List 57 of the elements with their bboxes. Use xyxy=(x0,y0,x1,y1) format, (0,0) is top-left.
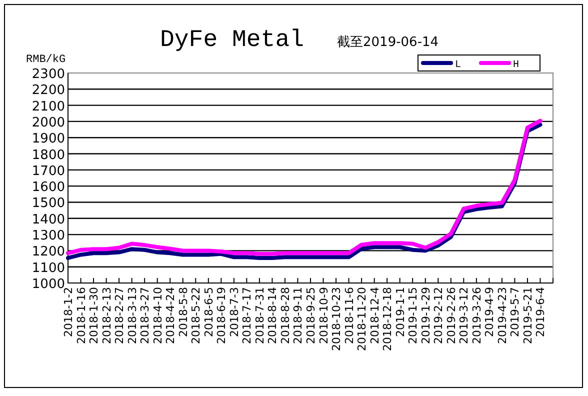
y-tick-label: 2200 xyxy=(32,83,65,98)
x-tick-label: 2018-1-30 xyxy=(88,287,101,344)
x-tick-label: 2018-3-27 xyxy=(138,287,152,344)
x-tick-label: 2018-3-13 xyxy=(126,287,139,344)
x-tick-label: 2018-2-27 xyxy=(113,287,126,344)
x-tick-label: 2019-4-9 xyxy=(483,287,496,337)
x-tick-label: 2019-1-15 xyxy=(406,287,420,344)
y-axis-title: RMB/kG xyxy=(26,54,66,66)
y-tick-label: 2100 xyxy=(32,99,65,114)
x-tick-label: 2018-4-24 xyxy=(164,287,178,344)
x-tick-label: 2018-1-2 xyxy=(62,287,75,337)
y-tick-label: 1500 xyxy=(32,196,65,212)
x-tick-label: 2018-12-4 xyxy=(368,287,382,344)
y-tick-label: 1700 xyxy=(32,164,65,179)
x-tick-label: 2019-1-1 xyxy=(394,287,407,337)
chart-title: DyFe Metal xyxy=(160,27,304,54)
x-tick-label: 2018-9-11 xyxy=(292,287,305,344)
x-tick-label: 2018-2-13 xyxy=(100,287,114,344)
x-tick-label: 2018-11-6 xyxy=(342,287,356,344)
x-tick-label: 2019-5-21 xyxy=(521,287,534,344)
y-tick-label: 1100 xyxy=(32,260,65,276)
x-tick-label: 2018-10-23 xyxy=(330,287,344,351)
x-tick-label: 2018-10-9 xyxy=(317,287,330,344)
y-tick-label: 1300 xyxy=(32,228,65,244)
x-tick-label: 2018-11-20 xyxy=(356,287,369,351)
x-tick-label: 2018-8-14 xyxy=(266,287,280,344)
legend-label: L xyxy=(455,60,462,71)
x-tick-label: 2018-6-5 xyxy=(202,287,216,337)
x-tick-label: 2018-7-31 xyxy=(253,287,266,344)
x-tick-label: 2019-3-12 xyxy=(458,287,471,344)
x-tick-label: 2018-6-19 xyxy=(215,287,228,344)
y-tick-label: 1000 xyxy=(32,277,65,292)
x-tick-label: 2018-8-28 xyxy=(278,287,292,344)
x-tick-label: 2018-7-17 xyxy=(240,287,254,344)
chart-subtitle: 截至2019-06-14 xyxy=(337,35,439,50)
y-tick-label: 2300 xyxy=(32,67,65,82)
y-tick-label: 1800 xyxy=(32,148,65,163)
x-tick-label: 2018-1-16 xyxy=(74,287,88,344)
x-tick-label: 2018-12-18 xyxy=(381,287,394,351)
y-tick-label: 2000 xyxy=(32,115,65,130)
x-tick-label: 2019-3-26 xyxy=(470,287,484,344)
x-tick-label: 2018-9-25 xyxy=(304,287,318,344)
x-tick-label: 2019-2-12 xyxy=(432,287,446,344)
x-tick-label: 2019-2-26 xyxy=(444,287,458,344)
x-tick-label: 2018-5-8 xyxy=(176,287,190,337)
x-tick-label: 2018-7-3 xyxy=(228,287,241,337)
x-tick-label: 2019-1-29 xyxy=(419,287,432,344)
y-tick-label: 1400 xyxy=(32,212,65,228)
y-tick-label: 1200 xyxy=(32,244,65,260)
x-tick-label: 2018-4-10 xyxy=(151,287,164,344)
legend-label: H xyxy=(513,60,520,71)
x-tick-label: 2018-5-22 xyxy=(190,287,203,344)
x-tick-label: 2019-4-23 xyxy=(496,287,509,344)
x-tick-label: 2019-5-7 xyxy=(508,287,522,337)
y-tick-label: 1600 xyxy=(32,180,65,196)
y-tick-label: 1900 xyxy=(32,132,65,147)
x-tick-label: 2019-6-4 xyxy=(534,287,548,337)
